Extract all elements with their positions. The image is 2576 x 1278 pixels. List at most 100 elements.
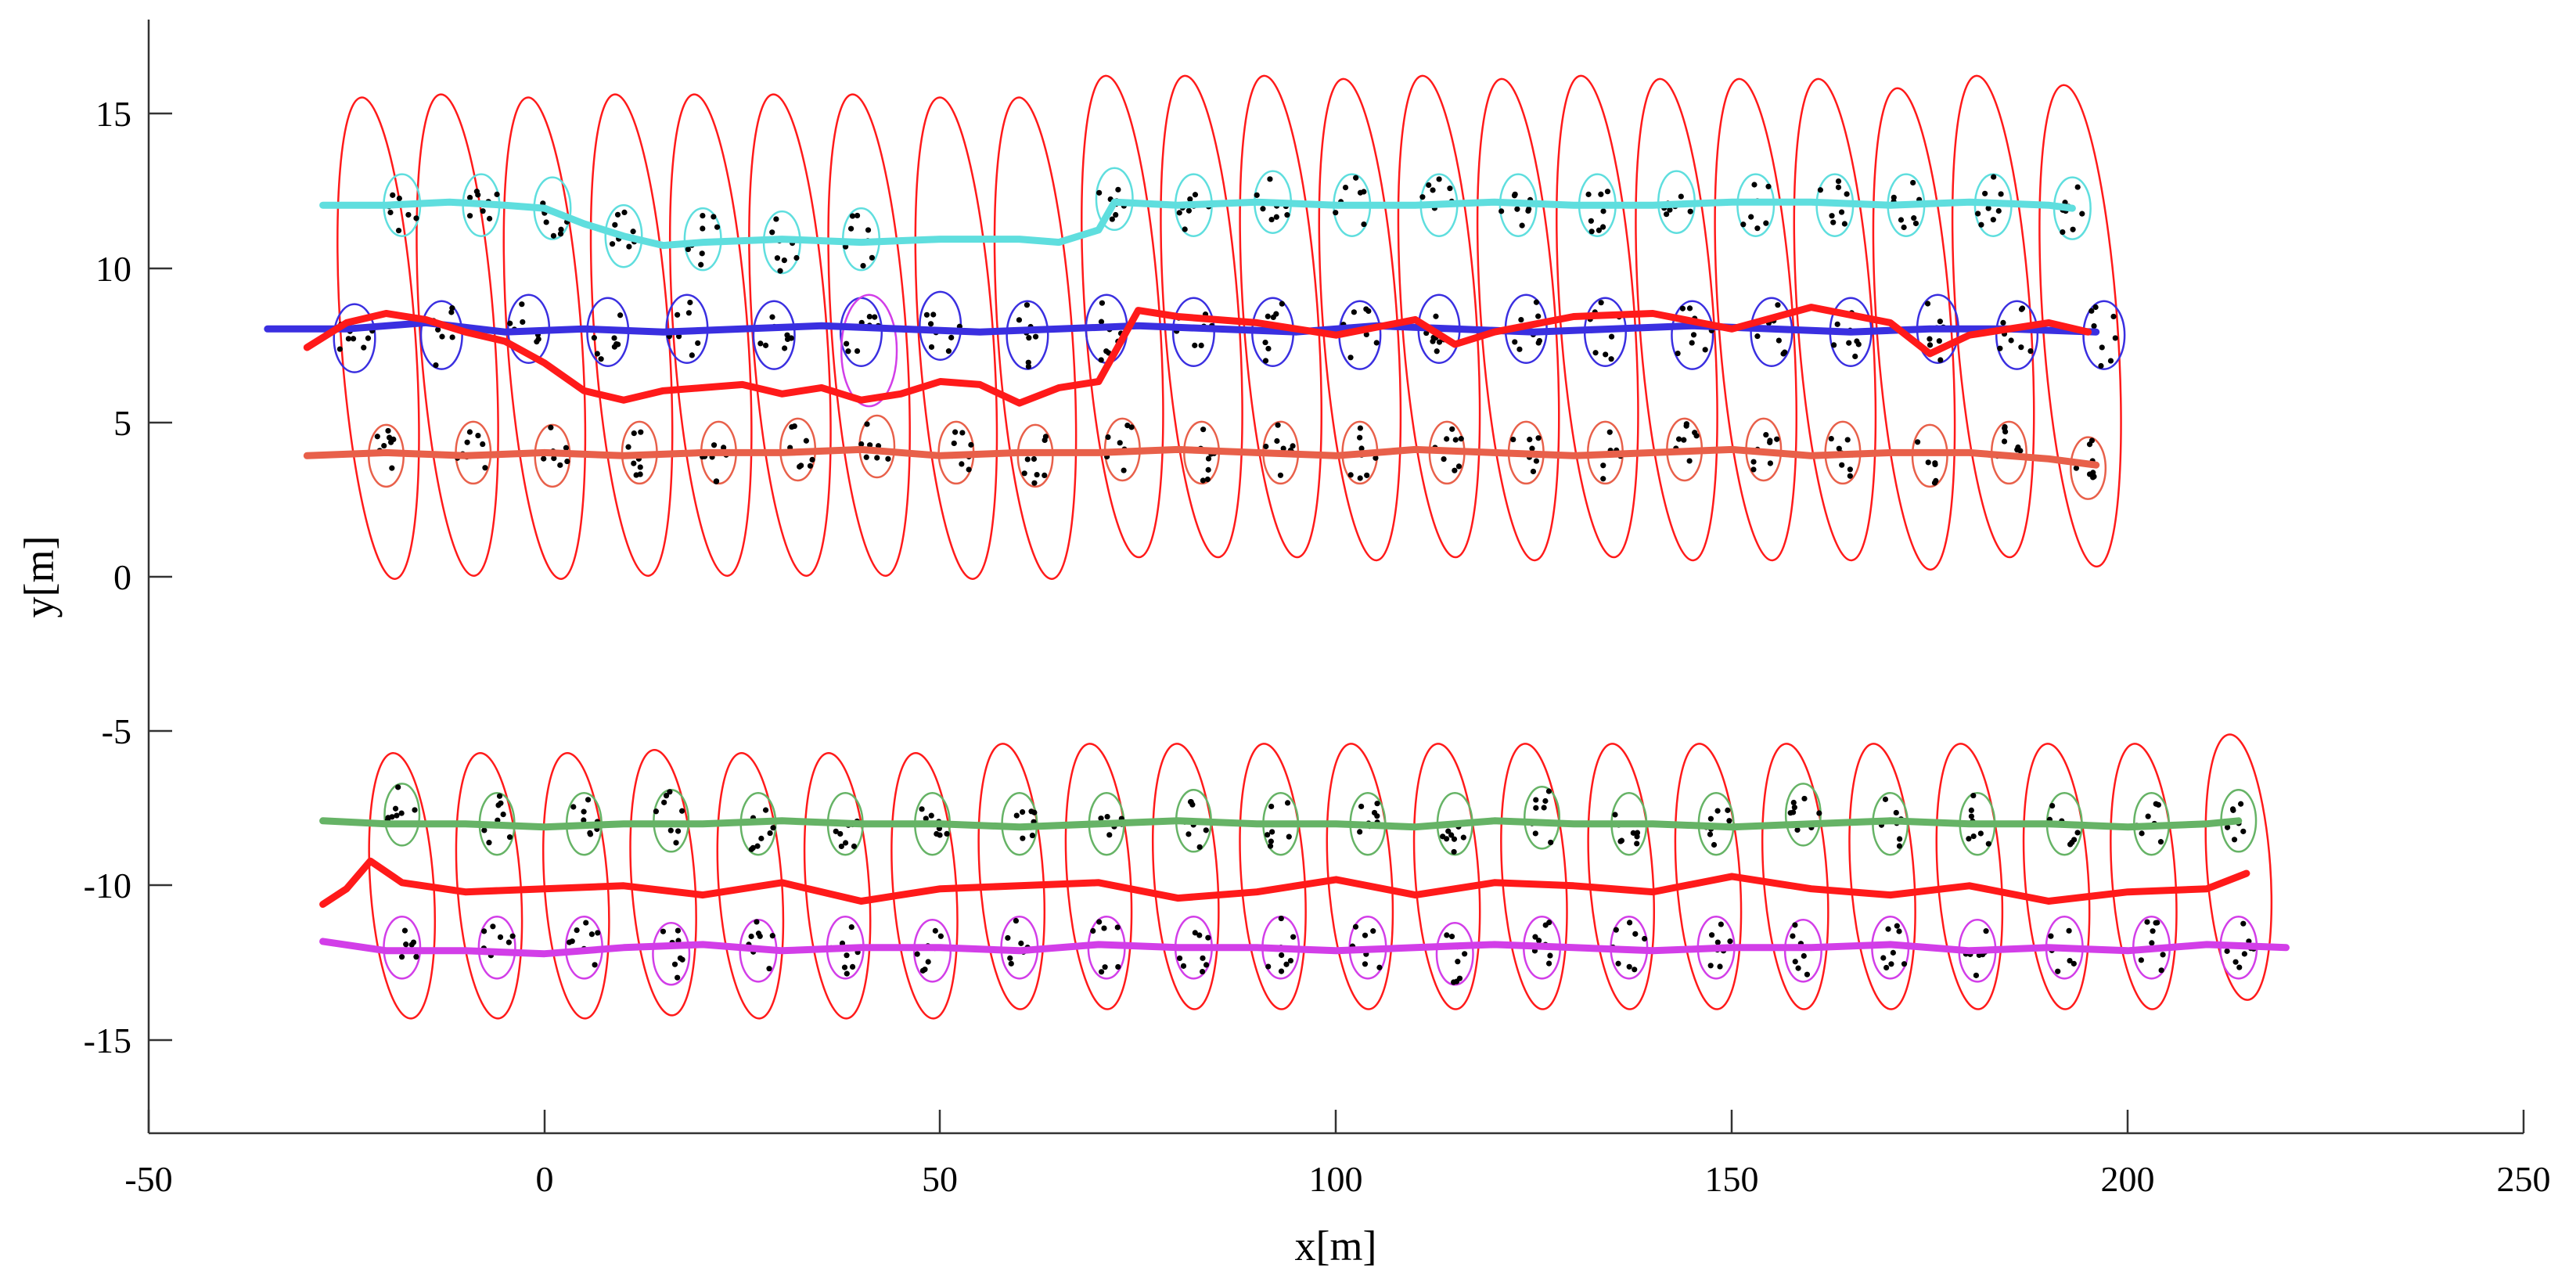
measurement-point <box>675 927 682 934</box>
measurement-point <box>1286 833 1292 840</box>
measurement-point <box>395 227 402 234</box>
measurement-point <box>1510 436 1516 443</box>
measurement-point <box>390 192 396 198</box>
extent-ellipse-upper <box>1397 74 1481 559</box>
measurement-point <box>1526 206 1532 212</box>
measurement-point <box>675 311 681 318</box>
measurement-point <box>837 830 844 837</box>
measurement-point <box>2070 226 2076 232</box>
cluster-ellipse-blue <box>2082 300 2126 370</box>
measurement-point <box>2074 184 2081 190</box>
measurement-point <box>449 305 455 311</box>
measurement-point <box>1273 214 1279 220</box>
measurement-point <box>1290 443 1296 449</box>
measurement-point <box>1792 922 1798 928</box>
measurement-point <box>389 465 395 471</box>
measurement-point <box>1351 309 1357 315</box>
measurement-point <box>919 967 926 974</box>
cluster-ellipse-blue <box>1006 300 1049 370</box>
series-line-cyan-track <box>319 198 2076 250</box>
measurement-point <box>849 213 856 219</box>
measurement-point <box>1630 830 1636 836</box>
measurement-point <box>937 933 944 939</box>
measurement-point <box>2224 948 2230 954</box>
measurement-point <box>874 455 880 461</box>
measurement-point <box>1455 959 1461 965</box>
measurement-point <box>1931 480 1938 486</box>
measurement-point <box>1838 209 1845 215</box>
measurement-point <box>1362 961 1369 967</box>
measurement-point <box>2144 919 2150 925</box>
measurement-point <box>1708 932 1715 938</box>
extent-ellipse-lower <box>2110 743 2178 1010</box>
measurement-point <box>782 345 788 351</box>
measurement-point <box>1180 963 1187 969</box>
measurement-point <box>1444 436 1450 442</box>
measurement-point <box>1451 848 1457 855</box>
measurement-point <box>1754 333 1761 340</box>
extent-ellipse-lower <box>1587 743 1656 1010</box>
cluster-ellipse-blue <box>1671 300 1714 370</box>
measurement-point <box>959 430 966 436</box>
x-tick-label: 0 <box>536 1159 554 1199</box>
measurement-point <box>413 215 419 221</box>
measurement-point <box>923 815 929 822</box>
cluster-ellipse-magenta <box>1435 921 1474 986</box>
measurement-point <box>1462 951 1468 957</box>
measurement-point <box>841 964 848 970</box>
measurement-point <box>689 352 695 358</box>
measurement-point <box>1533 458 1540 464</box>
measurement-point <box>490 923 496 930</box>
measurement-point <box>1187 196 1193 203</box>
measurement-point <box>1518 316 1524 323</box>
measurement-point <box>951 440 957 447</box>
measurement-point <box>2160 952 2166 958</box>
extent-ellipse-lower <box>1500 743 1568 1010</box>
measurement-point <box>769 229 775 236</box>
measurement-point <box>1604 189 1611 195</box>
measurement-point <box>480 208 486 214</box>
measurement-point <box>1982 190 1988 196</box>
measurement-point <box>1775 302 1781 308</box>
measurement-point <box>1532 934 1538 940</box>
measurement-point <box>660 928 667 934</box>
measurement-point <box>500 811 506 818</box>
measurement-point <box>1844 191 1850 197</box>
measurement-point <box>1533 797 1539 803</box>
measurement-point <box>2150 928 2156 934</box>
measurement-point <box>509 933 516 939</box>
measurement-point <box>2055 968 2061 974</box>
measurement-point <box>611 335 617 341</box>
measurement-point <box>638 429 644 435</box>
measurement-point <box>1790 799 1797 806</box>
measurement-point <box>475 432 481 439</box>
measurement-points <box>336 174 2257 985</box>
measurement-point <box>1090 927 1096 934</box>
measurement-point <box>1547 952 1553 959</box>
measurement-point <box>781 257 787 264</box>
measurement-point <box>1357 829 1363 835</box>
measurement-point <box>449 334 455 340</box>
measurement-point <box>1914 439 1921 445</box>
measurement-point <box>1901 224 1907 231</box>
extent-ellipse-upper <box>1951 74 2035 559</box>
measurement-point <box>1005 934 1011 941</box>
measurement-point <box>675 974 681 981</box>
measurement-point <box>505 939 512 945</box>
measurement-point <box>1606 429 1613 435</box>
measurement-point <box>2153 801 2159 807</box>
measurement-point <box>1458 436 1464 442</box>
measurement-point <box>1679 305 1686 311</box>
measurement-point <box>866 313 872 320</box>
y-ticks: 15 10 5 0 -5 -10 -15 <box>84 94 172 1060</box>
measurement-point <box>1542 797 1549 805</box>
measurement-point <box>1847 466 1853 473</box>
measurement-point <box>410 939 417 945</box>
measurement-point <box>1098 969 1105 975</box>
measurement-point <box>1267 176 1273 182</box>
measurement-point <box>966 466 972 473</box>
cluster-ellipse-blue <box>419 300 463 370</box>
cluster-ellipse-orange <box>2070 436 2107 500</box>
x-tick-label: 150 <box>1705 1159 1759 1199</box>
measurement-point <box>1448 832 1455 838</box>
